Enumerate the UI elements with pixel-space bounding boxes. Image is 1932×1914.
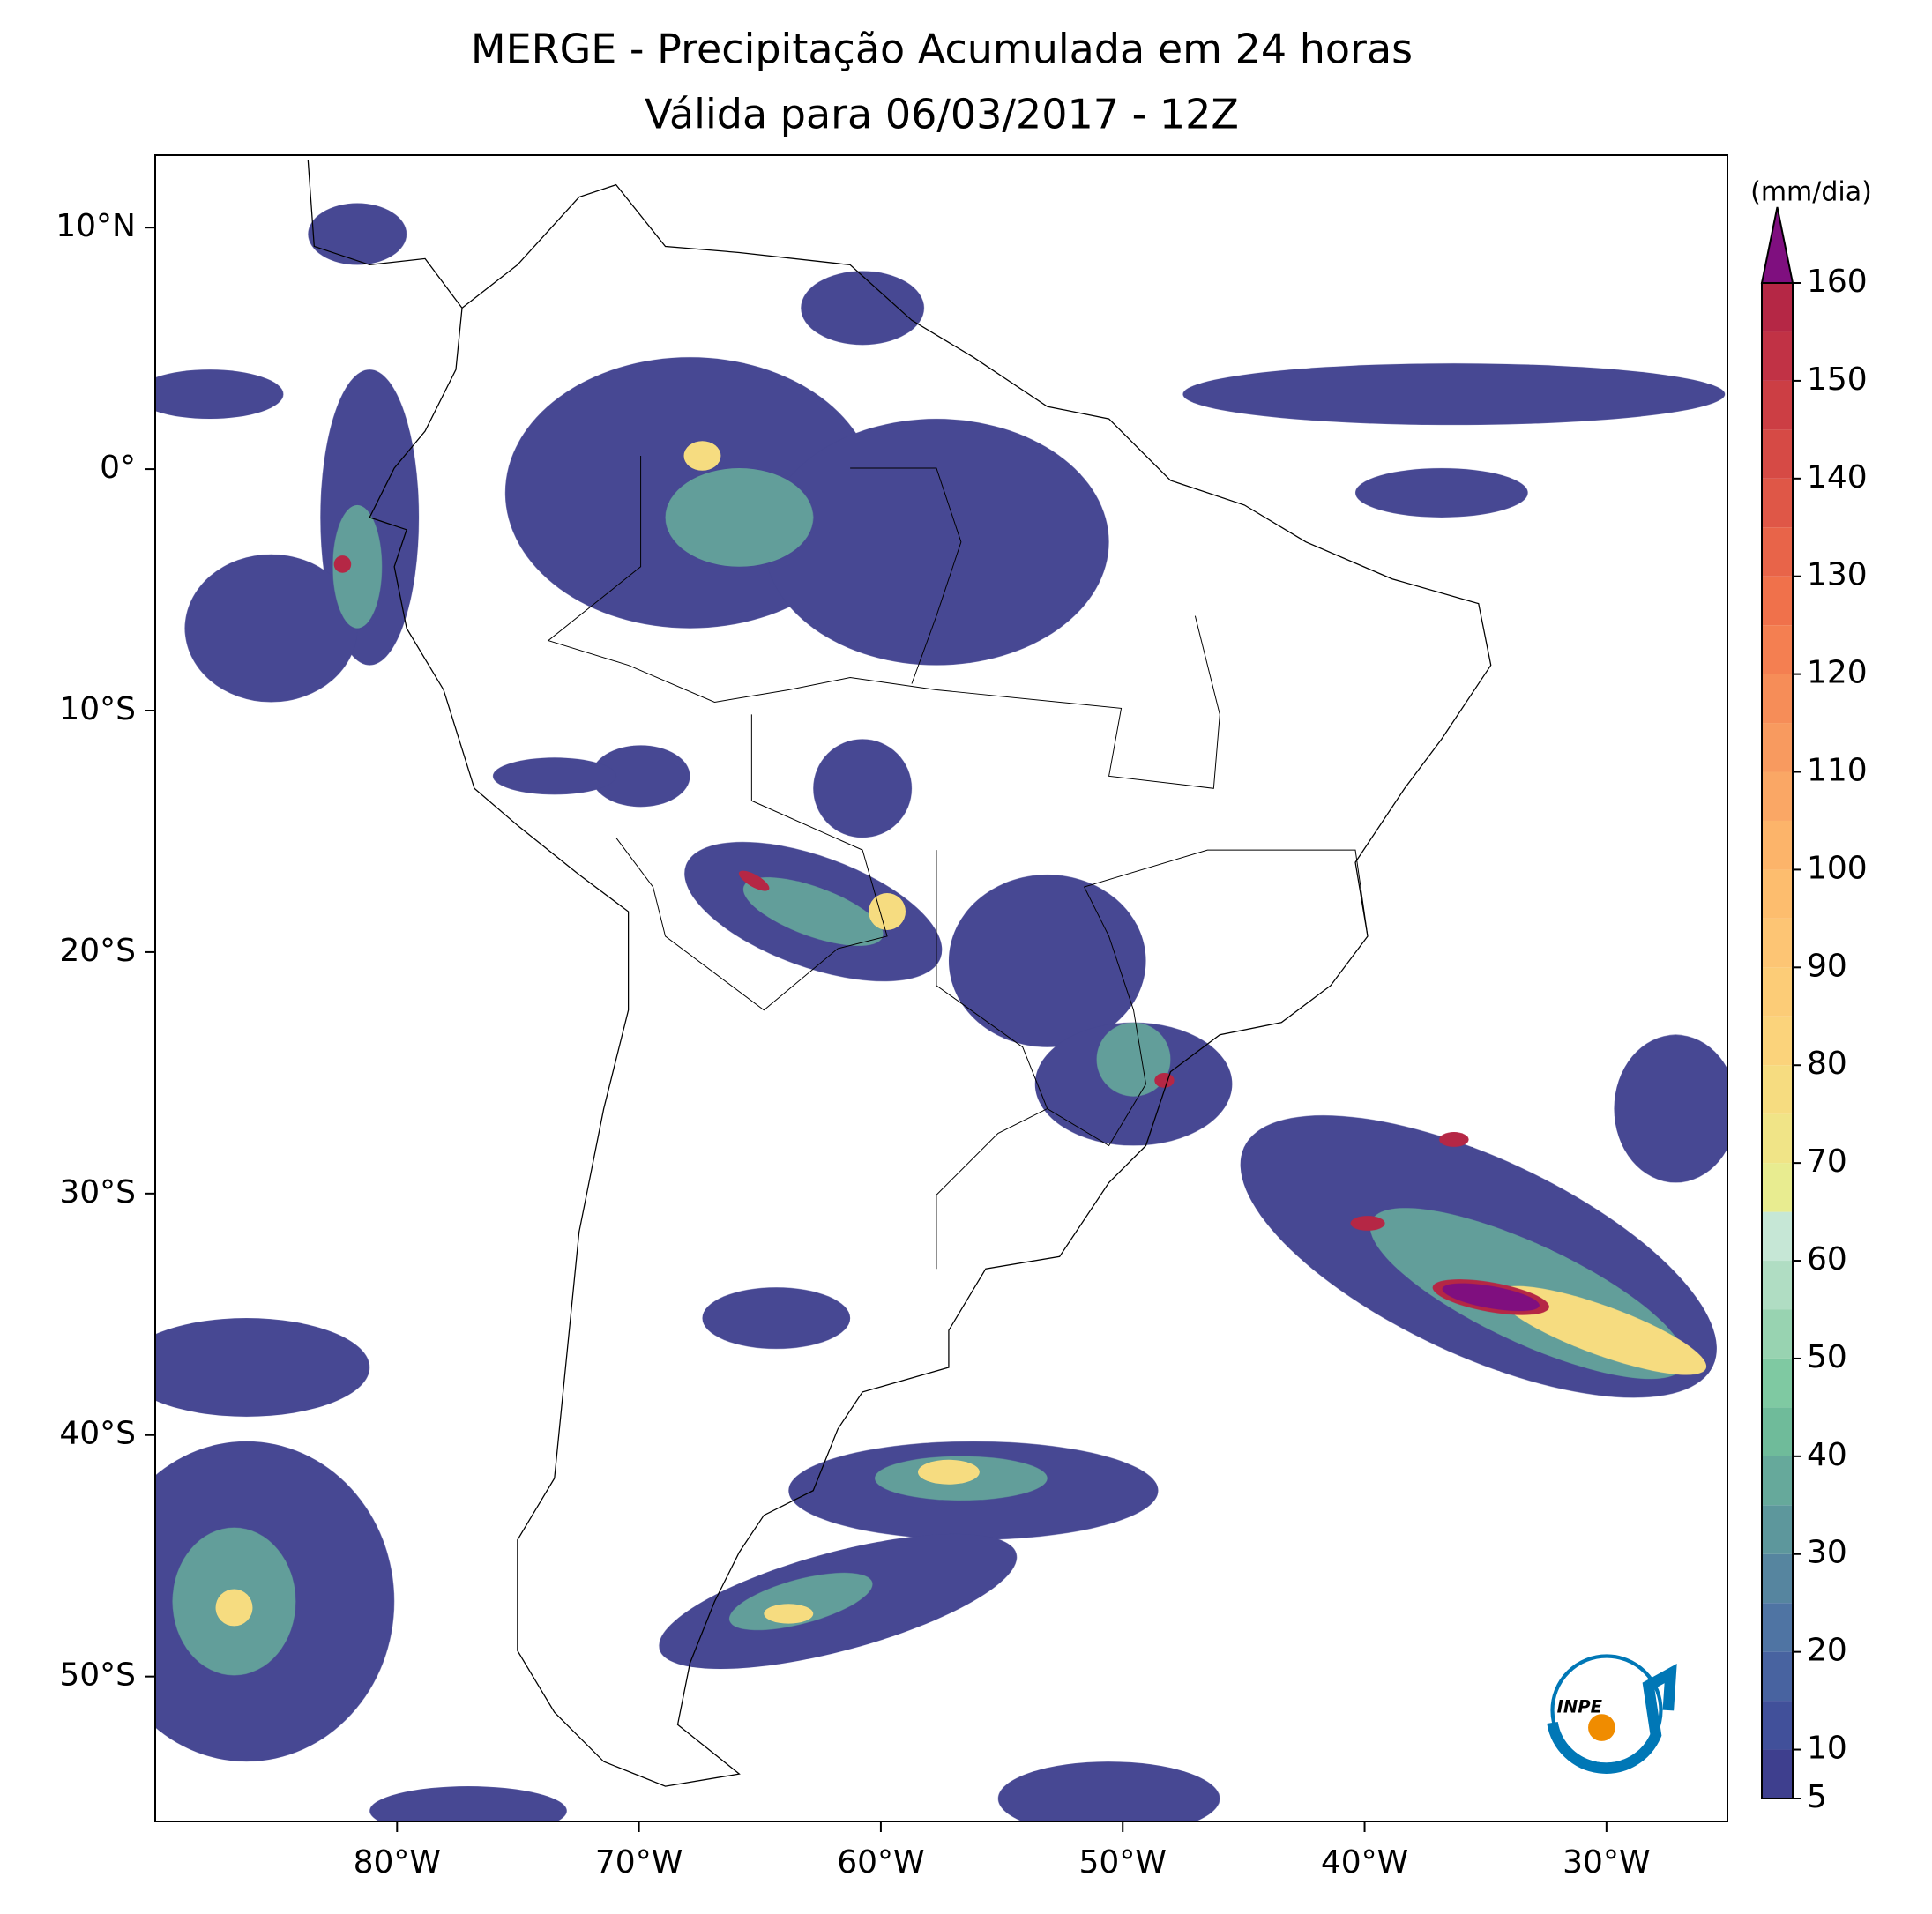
- colorbar-band: [1762, 723, 1793, 772]
- colorbar-extend: [1760, 206, 1794, 284]
- map-area: [155, 160, 1727, 1821]
- y-tick-label: 10°N: [56, 208, 136, 244]
- colorbar-tick-label: 120: [1807, 655, 1868, 691]
- colorbar-band: [1762, 283, 1793, 332]
- colorbar-tick-label: 10: [1807, 1731, 1847, 1767]
- colorbar-band: [1762, 1603, 1793, 1652]
- colorbar-tick-label: 30: [1807, 1535, 1847, 1571]
- colorbar-band: [1762, 869, 1793, 919]
- colorbar-band: [1762, 1163, 1793, 1212]
- colorbar-tick-label: 140: [1807, 459, 1868, 495]
- colorbar-band: [1762, 1651, 1793, 1702]
- colorbar-tick-label: 5: [1807, 1779, 1827, 1815]
- x-tick-label: 40°W: [1321, 1844, 1408, 1880]
- colorbar-band: [1762, 1358, 1793, 1408]
- colorbar-band: [1762, 1407, 1793, 1456]
- logo: INPE: [1547, 1654, 1677, 1774]
- colorbar-tick-label: 40: [1807, 1437, 1847, 1473]
- colorbar-tick-label: 110: [1807, 753, 1868, 789]
- x-tick-label: 30°W: [1563, 1844, 1650, 1880]
- x-tick-label: 50°W: [1079, 1844, 1167, 1880]
- colorbar-band: [1762, 820, 1793, 870]
- colorbar-tick-label: 60: [1807, 1241, 1847, 1277]
- borders: [547, 456, 1369, 1270]
- y-tick-label: 10°S: [59, 691, 136, 727]
- colorbar-tick-label: 100: [1807, 850, 1868, 886]
- colorbar-band: [1762, 1701, 1793, 1750]
- colorbar-band: [1762, 1456, 1793, 1506]
- y-tick-label: 50°S: [59, 1657, 136, 1694]
- colorbar-tick-label: 80: [1807, 1046, 1847, 1082]
- x-tick-label: 70°W: [595, 1844, 683, 1880]
- coastline: [307, 160, 1492, 1787]
- colorbar-band: [1762, 1505, 1793, 1554]
- colorbar-tick-label: 70: [1807, 1143, 1847, 1180]
- y-tick-label: 20°S: [59, 933, 136, 969]
- colorbar-band: [1762, 1065, 1793, 1114]
- title-line: MERGE - Precipitação Acumulada em 24 hor…: [471, 26, 1413, 73]
- logo-text: INPE: [1557, 1697, 1603, 1717]
- colorbar-frame: [1761, 282, 1794, 1799]
- colorbar-band: [1762, 429, 1793, 479]
- colorbar-band: [1762, 576, 1793, 626]
- colorbar-band: [1762, 625, 1793, 674]
- x-tick-label: 80°W: [354, 1844, 441, 1880]
- x-tick-label: 60°W: [837, 1844, 924, 1880]
- colorbar-band: [1762, 380, 1793, 430]
- colorbar-band: [1762, 1553, 1793, 1604]
- colorbar-tick-label: 130: [1807, 557, 1868, 593]
- colorbar-band: [1762, 918, 1793, 968]
- map-frame: [154, 154, 1728, 1822]
- colorbar-band: [1762, 478, 1793, 528]
- precipitation-field: [155, 160, 1727, 1821]
- colorbar-band: [1762, 1261, 1793, 1310]
- y-tick-label: 30°S: [59, 1174, 136, 1210]
- colorbar-band: [1762, 674, 1793, 724]
- colorbar-band: [1762, 1113, 1793, 1164]
- colorbar-band: [1762, 1749, 1793, 1799]
- colorbar-band: [1762, 527, 1793, 577]
- colorbar-tick-label: 50: [1807, 1339, 1847, 1375]
- colorbar-band: [1762, 331, 1793, 381]
- y-tick-label: 0°: [100, 450, 136, 486]
- colorbar-band: [1762, 1211, 1793, 1262]
- colorbar-tick-label: 150: [1807, 361, 1868, 398]
- colorbar-tick-label: 90: [1807, 948, 1847, 984]
- colorbar-tick-label: 160: [1807, 264, 1868, 300]
- colorbar-label: (mm/dia): [1750, 177, 1872, 208]
- y-tick-label: 40°S: [59, 1416, 136, 1452]
- colorbar-band: [1762, 967, 1793, 1017]
- colorbar-band: [1762, 1016, 1793, 1066]
- colorbar-band: [1762, 771, 1793, 821]
- colorbar-tick-label: 20: [1807, 1633, 1847, 1669]
- subtitle-line: Válida para 06/03/2017 - 12Z: [645, 91, 1239, 138]
- colorbar-band: [1762, 1309, 1793, 1359]
